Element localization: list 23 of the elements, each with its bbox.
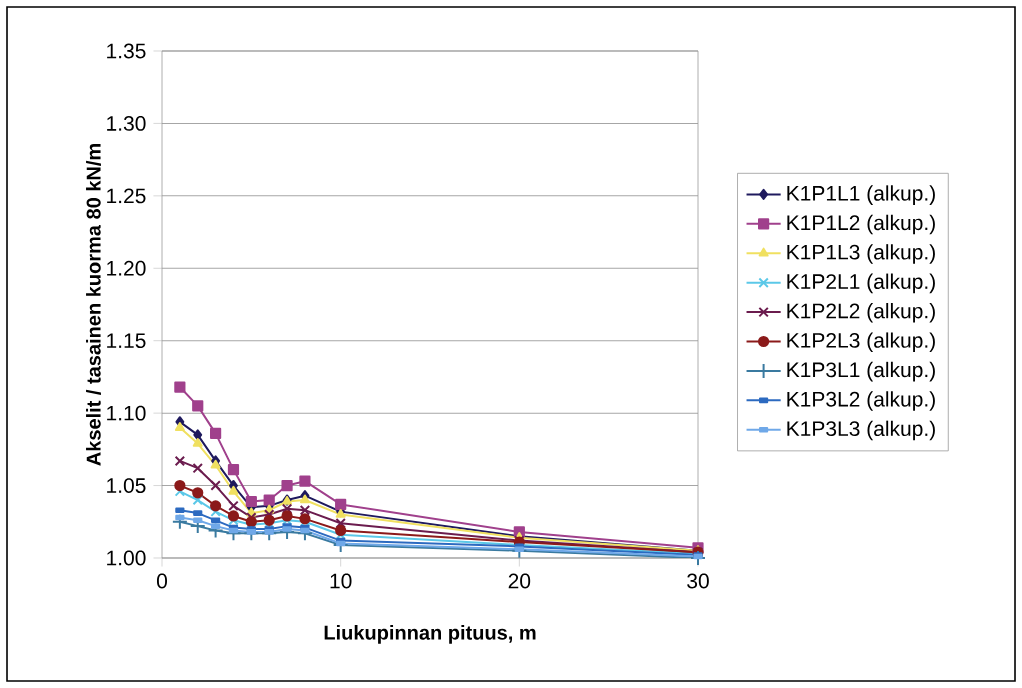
y-tick-label: 1.00 [107, 550, 146, 566]
legend-label: K1P2L2 (alkup.) [787, 302, 935, 323]
x-axis-title: Liukupinnan pituus, m [324, 625, 536, 644]
legend-label: K1P2L1 (alkup.) [787, 273, 935, 294]
legend-label: K1P3L1 (alkup.) [787, 361, 935, 382]
y-tick-label: 1.30 [107, 116, 146, 131]
y-tick-label: 1.15 [107, 333, 146, 349]
y-tick-label: 1.35 [107, 43, 146, 59]
y-tick-label: 1.05 [107, 478, 146, 493]
legend-label: K1P1L3 (alkup.) [787, 244, 935, 264]
x-tick-label: 30 [687, 573, 709, 589]
legend-label: K1P1L2 (alkup.) [787, 214, 935, 235]
y-tick-label: 1.20 [107, 260, 146, 276]
legend-label: K1P3L2 (alkup.) [787, 391, 935, 411]
y-axis-title: Akselit / tasainen kuorma 80 kN/m [86, 144, 101, 466]
legend-label: K1P3L3 (alkup.) [787, 420, 935, 441]
legend-label: K1P1L1 (alkup.) [787, 185, 935, 205]
y-tick-label: 1.10 [107, 405, 146, 421]
x-tick-label: 10 [330, 573, 352, 589]
legend-label: K1P2L3 (alkup.) [787, 332, 935, 352]
y-tick-label: 1.25 [107, 188, 146, 204]
x-tick-label: 0 [156, 573, 168, 589]
x-tick-label: 20 [508, 573, 531, 589]
